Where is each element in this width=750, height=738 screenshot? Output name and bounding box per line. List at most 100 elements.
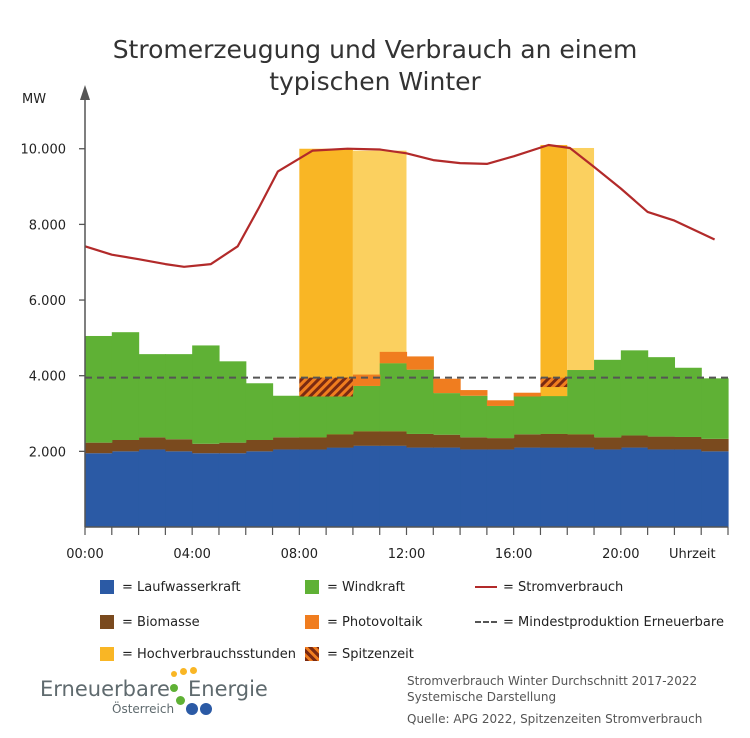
x-axis-label: Uhrzeit	[669, 547, 716, 560]
spitzenzeit-area-0	[299, 377, 353, 397]
bar-biomasse-h3	[165, 439, 193, 452]
bar-biomasse-h10	[352, 431, 381, 446]
bar-windkraft-h9	[326, 392, 354, 435]
bar-windkraft-h17	[540, 396, 568, 434]
bar-laufwasserkraft-h23	[701, 451, 729, 527]
logo-word-erneuerbare: Erneuerbare	[40, 677, 170, 701]
bar-biomasse-h11	[379, 431, 408, 446]
legend-item-5: = Mindestproduktion Erneuerbare	[475, 611, 724, 633]
bar-laufwasserkraft-h9	[326, 447, 354, 527]
bar-biomasse-h17	[540, 433, 568, 448]
bar-laufwasserkraft-h14	[460, 449, 488, 527]
bar-biomasse-h8	[299, 437, 327, 450]
legend-item-0: = Laufwasserkraft	[100, 576, 241, 598]
legend-label-7: = Spitzenzeit	[327, 646, 414, 662]
bar-windkraft-h2	[138, 354, 166, 438]
bar-windkraft-h18	[567, 370, 595, 435]
legend-swatch-3	[100, 615, 114, 629]
bar-biomasse-h15	[486, 438, 515, 450]
legend-item-1: = Windkraft	[305, 576, 405, 598]
bar-windkraft-h13	[433, 393, 461, 435]
bar-photovoltaik-h14	[460, 390, 488, 396]
legend-swatch-0	[100, 580, 114, 594]
bar-photovoltaik-h13	[433, 378, 461, 394]
x-tick-label-20: 20:00	[602, 547, 639, 560]
bar-windkraft-h15	[486, 405, 515, 439]
bar-laufwasserkraft-h3	[165, 451, 193, 527]
bar-laufwasserkraft-h15	[486, 449, 515, 527]
bar-biomasse-h4	[192, 443, 220, 454]
y-tick-label-2000: 2.000	[29, 445, 66, 460]
chart-title-line-1: Stromerzeugung und Verbrauch an einem	[112, 35, 638, 64]
bar-photovoltaik-h15	[486, 400, 515, 406]
bar-laufwasserkraft-h18	[567, 447, 595, 527]
bar-laufwasserkraft-h8	[299, 449, 327, 527]
note-source: Quelle: APG 2022, Spitzenzeiten Stromver…	[407, 712, 703, 726]
bar-windkraft-h4	[192, 345, 220, 444]
bar-laufwasserkraft-h11	[379, 445, 408, 527]
y-axis-arrow	[80, 85, 90, 100]
legend-swatch-5	[475, 621, 497, 623]
bar-biomasse-h0	[85, 442, 113, 454]
legend-swatch-2	[475, 586, 497, 588]
chart-title-line-2: typischen Winter	[269, 67, 481, 96]
bar-windkraft-h23	[701, 378, 729, 439]
bar-windkraft-h22	[674, 367, 702, 437]
bar-windkraft-h12	[406, 369, 434, 434]
bar-biomasse-h14	[460, 437, 488, 450]
legend-label-6: = Hochverbrauchsstunden	[122, 646, 296, 662]
bar-laufwasserkraft-h13	[433, 447, 461, 527]
bar-laufwasserkraft-h17	[540, 447, 568, 527]
note-line-1: Stromverbrauch Winter Durchschnitt 2017-…	[407, 674, 698, 688]
bar-biomasse-h9	[326, 434, 354, 448]
y-tick-label-6000: 6.000	[29, 294, 66, 309]
bar-biomasse-h21	[647, 436, 676, 450]
legend-item-2: = Stromverbrauch	[475, 576, 623, 598]
legend-item-4: = Photovoltaik	[305, 611, 423, 633]
bar-biomasse-h12	[406, 433, 434, 448]
bar-biomasse-h19	[594, 437, 622, 450]
bar-windkraft-h5	[218, 361, 247, 443]
bar-windkraft-h0	[85, 335, 113, 443]
bar-windkraft-h1	[111, 332, 140, 440]
x-tick-label-12: 12:00	[388, 547, 425, 560]
bar-laufwasserkraft-h20	[620, 447, 649, 527]
y-tick-label-10000: 10.000	[21, 143, 67, 158]
x-tick-label-4: 04:00	[173, 547, 210, 560]
logo-word-energie: Energie	[188, 677, 268, 701]
bar-laufwasserkraft-h2	[138, 449, 166, 527]
legend-label-0: = Laufwasserkraft	[122, 579, 241, 595]
y-tick-label-4000: 4.000	[29, 370, 66, 385]
bar-laufwasserkraft-h7	[272, 449, 300, 527]
bar-biomasse-h2	[138, 437, 166, 450]
x-tick-label-8: 08:00	[281, 547, 318, 560]
x-tick-label-0: 00:00	[66, 547, 103, 560]
bar-windkraft-h14	[460, 395, 488, 438]
bar-laufwasserkraft-h4	[192, 453, 220, 527]
legend-label-3: = Biomasse	[122, 614, 200, 630]
bar-laufwasserkraft-h0	[85, 453, 113, 527]
bar-biomasse-h13	[433, 434, 461, 448]
legend-label-4: = Photovoltaik	[327, 614, 423, 630]
bar-laufwasserkraft-h5	[218, 453, 247, 527]
bar-laufwasserkraft-h12	[406, 447, 434, 527]
y-tick-label-8000: 8.000	[29, 218, 66, 233]
bar-biomasse-h22	[674, 436, 702, 450]
bar-windkraft-h8	[299, 395, 327, 438]
bar-laufwasserkraft-h6	[245, 451, 274, 527]
bar-biomasse-h1	[111, 440, 140, 452]
bar-photovoltaik-h12	[406, 356, 434, 370]
bar-laufwasserkraft-h22	[674, 449, 702, 527]
y-axis-label: MW	[22, 92, 46, 107]
bar-biomasse-h6	[245, 440, 274, 452]
bar-laufwasserkraft-h19	[594, 449, 622, 527]
chart-canvas: 2.000 4.000 6.000 8.000 10.000 MW 00:00 04:00 08…	[21, 85, 729, 560]
consumption-line	[84, 143, 716, 268]
bar-biomasse-h23	[701, 438, 729, 452]
bar-windkraft-h6	[245, 383, 274, 440]
legend-item-3: = Biomasse	[100, 611, 200, 633]
note-line-2: Systemische Darstellung	[407, 690, 557, 704]
bar-laufwasserkraft-h1	[111, 451, 140, 527]
legend-swatch-1	[305, 580, 319, 594]
x-tick-label-16: 16:00	[495, 547, 532, 560]
